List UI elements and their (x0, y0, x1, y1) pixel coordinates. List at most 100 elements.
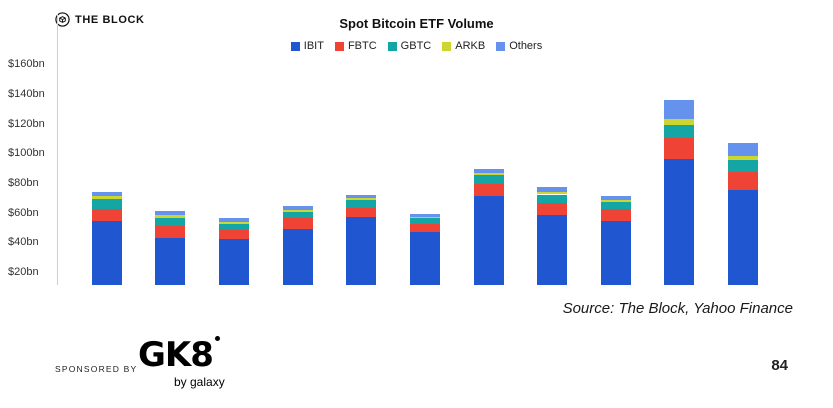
the-block-wordmark: THE BLOCK (75, 13, 145, 26)
bar-segment-ibit (473, 195, 504, 285)
bar-segment-others (664, 99, 695, 119)
bar-segment-others (600, 195, 631, 200)
legend-swatch-arkb (442, 41, 452, 51)
y-tick-label: $80bn (8, 177, 39, 190)
bar-segment-gbtc (664, 124, 695, 139)
legend-label-ibit: IBIT (303, 40, 324, 52)
y-axis-labels: $20bn $40bn $60bn $80bn $100bn $120bn $140bn $1… (8, 55, 54, 285)
stacked-bar (282, 55, 313, 285)
chart-legend: IBIT FBTC GBTC ARKB Others (0, 40, 833, 52)
y-tick-label: $40bn (8, 236, 39, 249)
bar-segment-ibit (346, 216, 377, 285)
gk8-subtext: by galaxy (174, 375, 225, 389)
y-tick-label: $60bn (8, 206, 39, 219)
bar-segment-ibit (282, 228, 313, 285)
bar-segment-fbtc (664, 138, 695, 159)
bar-segment-others (346, 194, 377, 199)
y-tick-label: $140bn (8, 88, 45, 101)
bar-segment-others (91, 191, 122, 196)
stacked-bar (219, 55, 250, 285)
bar-segment-ibit (537, 215, 568, 285)
legend-label-arkb: ARKB (455, 40, 486, 52)
bar-segment-ibit (219, 239, 250, 285)
bar-segment-others (409, 213, 440, 217)
bar-segment-fbtc (728, 172, 759, 191)
bar-segment-others (728, 142, 759, 156)
legend-swatch-ibit (290, 41, 300, 51)
legend-label-others: Others (509, 40, 543, 52)
bar-segment-ibit (91, 221, 122, 285)
bar-segment-others (155, 210, 186, 216)
legend-swatch-fbtc (334, 41, 344, 51)
gk8-wordmark: GK8 (138, 335, 214, 375)
legend-swatch-others (496, 41, 506, 51)
page-number: 84 (771, 357, 788, 374)
bar-segment-gbtc (346, 200, 377, 208)
bar-segment-gbtc (600, 201, 631, 210)
legend-item-fbtc: FBTC (334, 40, 377, 52)
legend-item-ibit: IBIT (290, 40, 324, 52)
bar-segment-ibit (600, 221, 631, 285)
stacked-bar (409, 55, 440, 285)
bar-segment-ibit (664, 158, 695, 285)
bar-segment-gbtc (282, 212, 313, 219)
stacked-bar (346, 55, 377, 285)
bar-segment-fbtc (600, 209, 631, 222)
gk8-logo-dot (215, 336, 220, 341)
chart-title: Spot Bitcoin ETF Volume (339, 16, 494, 31)
stacked-bar (91, 55, 122, 285)
bar-segment-arkb (91, 195, 122, 199)
bar-segment-fbtc (91, 209, 122, 222)
stacked-bar (664, 55, 695, 285)
bar-segment-others (537, 187, 568, 193)
bar-segment-others (473, 169, 504, 173)
bar-segment-fbtc (219, 230, 250, 239)
legend-item-others: Others (496, 40, 542, 52)
bar-segment-gbtc (473, 175, 504, 185)
plot-area (75, 55, 775, 285)
gk8-logo: GK8 by galaxy (138, 335, 248, 396)
stacked-bar (155, 55, 186, 285)
stacked-bar (473, 55, 504, 285)
bar-segment-fbtc (537, 203, 568, 216)
the-block-logo: THE BLOCK (55, 12, 145, 27)
bar-segment-arkb (282, 210, 313, 213)
bar-segment-arkb (600, 199, 631, 202)
bar-segment-fbtc (282, 218, 313, 229)
y-tick-label: $120bn (8, 117, 45, 130)
legend-item-arkb: ARKB (442, 40, 485, 52)
bar-segment-arkb (409, 216, 440, 219)
y-axis-line (57, 14, 58, 285)
bar-segment-others (282, 206, 313, 211)
legend-item-gbtc: GBTC (387, 40, 432, 52)
bar-segment-gbtc (537, 194, 568, 204)
bar-segment-fbtc (155, 225, 186, 238)
bar-segment-arkb (346, 198, 377, 201)
bar-segment-fbtc (409, 224, 440, 232)
legend-swatch-gbtc (387, 41, 397, 51)
bar-segment-gbtc (155, 218, 186, 226)
bar-segment-ibit (409, 231, 440, 285)
source-credit: Source: The Block, Yahoo Finance (562, 300, 793, 317)
bar-segment-fbtc (473, 184, 504, 196)
y-tick-label: $160bn (8, 58, 45, 71)
stacked-bar (537, 55, 568, 285)
bar-segment-gbtc (409, 218, 440, 225)
legend-label-fbtc: FBTC (347, 40, 377, 52)
legend-label-gbtc: GBTC (400, 40, 432, 52)
bar-segment-arkb (537, 192, 568, 195)
bar-segment-arkb (664, 118, 695, 125)
bar-segment-arkb (473, 172, 504, 176)
the-block-icon (55, 12, 70, 27)
bar-segment-ibit (728, 190, 759, 285)
bar-segment-gbtc (91, 198, 122, 210)
bar-segment-gbtc (728, 160, 759, 173)
bar-segment-arkb (219, 221, 250, 225)
sponsored-by-label: SPONSORED BY (55, 364, 138, 374)
y-tick-label: $20bn (8, 266, 39, 279)
bar-segment-ibit (155, 237, 186, 285)
bar-segment-gbtc (219, 224, 250, 231)
bar-segment-others (219, 218, 250, 222)
bar-segment-arkb (728, 155, 759, 161)
